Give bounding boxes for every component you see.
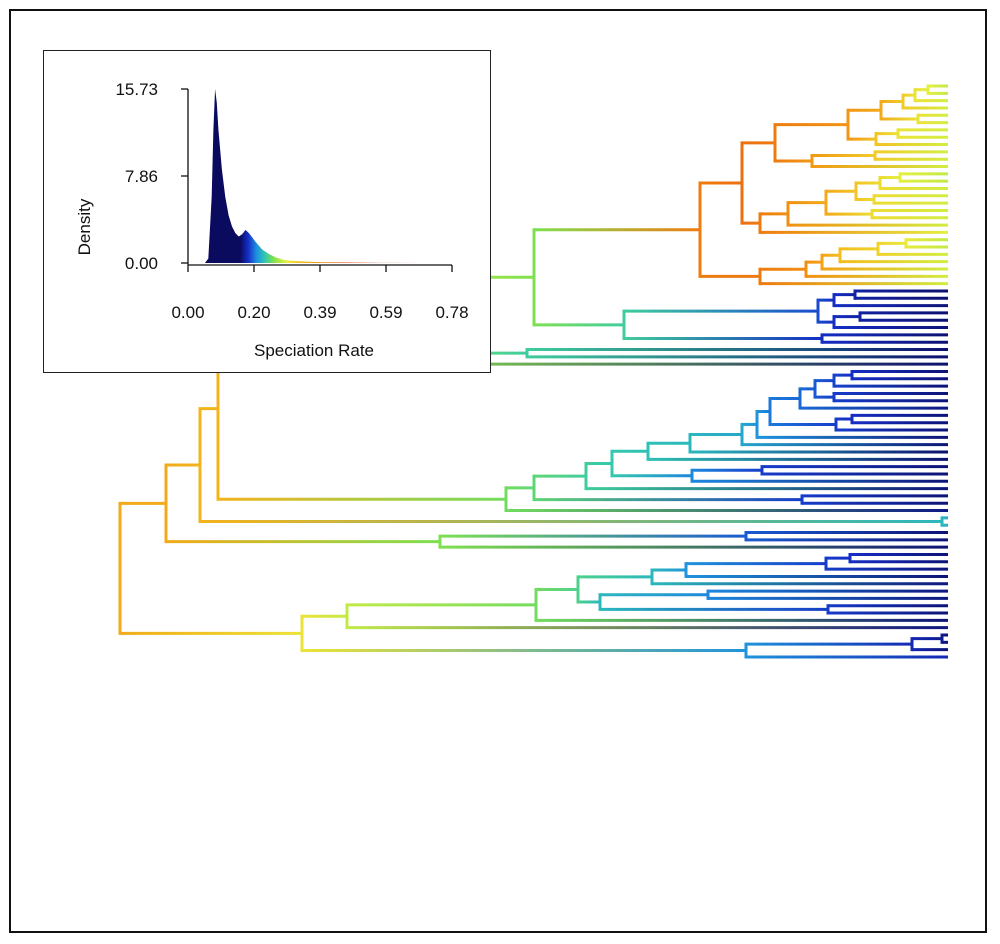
density-area: [188, 89, 452, 263]
x-tick-label: 0.78: [435, 303, 468, 322]
inset-axes: 0.00 0.20 0.39 0.59 0.78 0.00 7.86 15.73: [115, 80, 468, 322]
x-tick-label: 0.00: [171, 303, 204, 322]
x-tick-label: 0.59: [369, 303, 402, 322]
density-inset: 0.00 0.20 0.39 0.59 0.78 0.00 7.86 15.73 Specia…: [43, 50, 491, 373]
x-tick-label: 0.20: [237, 303, 270, 322]
figure-frame: [9, 9, 987, 933]
density-plot: 0.00 0.20 0.39 0.59 0.78 0.00 7.86 15.73 Specia…: [75, 80, 469, 360]
x-tick-label: 0.39: [303, 303, 336, 322]
y-tick-label: 15.73: [115, 80, 158, 99]
y-axis-title: Density: [75, 198, 94, 255]
y-tick-label: 0.00: [125, 254, 158, 273]
y-tick-label: 7.86: [125, 167, 158, 186]
x-axis-title: Speciation Rate: [254, 341, 374, 360]
